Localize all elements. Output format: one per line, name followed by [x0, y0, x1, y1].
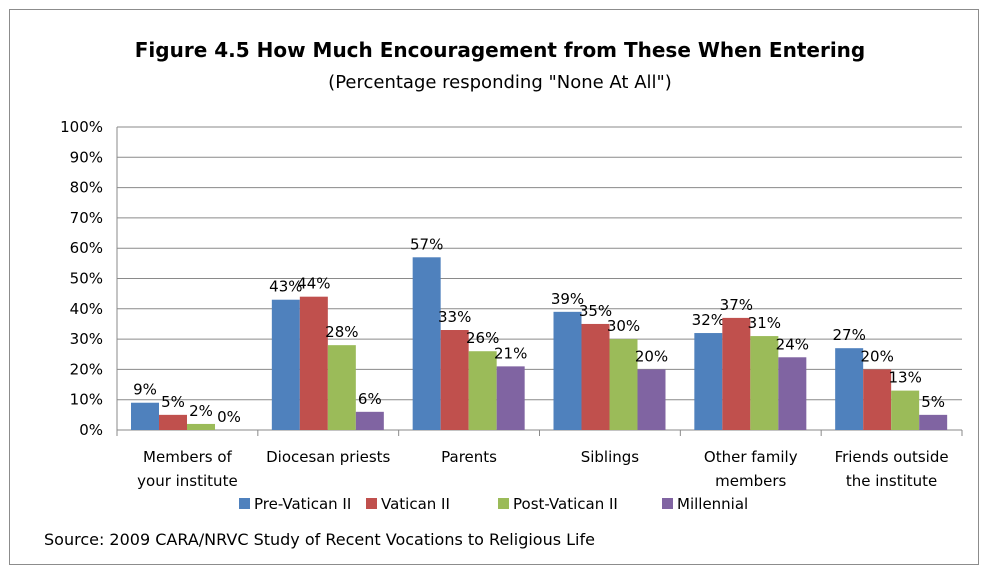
category-label: Siblings	[581, 448, 640, 466]
data-label: 5%	[161, 393, 185, 411]
bar	[553, 311, 582, 430]
bar	[750, 336, 779, 430]
legend-label: Pre-Vatican II	[254, 495, 351, 513]
category-label: Diocesan priests	[266, 448, 390, 466]
legend-swatch	[366, 498, 377, 509]
y-tick-label: 70%	[70, 209, 103, 227]
legend-label: Millennial	[677, 495, 748, 513]
y-tick-label: 100%	[60, 118, 103, 136]
bar	[891, 390, 920, 430]
category-label: Parents	[441, 448, 497, 466]
bar	[187, 423, 215, 430]
bar	[355, 411, 384, 430]
bar	[863, 369, 892, 430]
y-tick-label: 40%	[70, 300, 103, 318]
bar	[835, 348, 864, 430]
bar	[131, 402, 159, 430]
bar	[778, 357, 807, 430]
y-tick-label: 30%	[70, 330, 103, 348]
category-label: Other family	[704, 448, 798, 466]
data-label: 21%	[494, 344, 527, 362]
data-label: 43%	[269, 278, 302, 296]
bar	[412, 257, 441, 430]
bar	[919, 414, 948, 430]
bar	[694, 333, 723, 430]
bar	[722, 317, 751, 430]
data-label: 13%	[888, 369, 921, 387]
y-tick-label: 0%	[79, 421, 103, 439]
data-label: 35%	[579, 302, 612, 320]
legend-swatch	[662, 498, 673, 509]
data-label: 57%	[410, 235, 443, 253]
data-label: 33%	[438, 308, 471, 326]
category-label: Friends outside	[835, 448, 949, 466]
data-label: 0%	[217, 408, 241, 426]
data-label: 32%	[692, 311, 725, 329]
legend-swatch	[239, 498, 250, 509]
bar	[637, 369, 666, 430]
data-label: 39%	[551, 290, 584, 308]
category-label: Members of	[143, 448, 232, 466]
bar	[496, 366, 525, 430]
data-label: 2%	[189, 402, 213, 420]
data-label: 20%	[635, 347, 668, 365]
bar	[327, 345, 356, 430]
legend-label: Post-Vatican II	[513, 495, 618, 513]
y-tick-label: 50%	[70, 270, 103, 288]
source-note: Source: 2009 CARA/NRVC Study of Recent V…	[44, 530, 595, 549]
data-label: 44%	[297, 275, 330, 293]
bar	[159, 414, 187, 430]
category-label: your institute	[137, 472, 238, 490]
y-tick-label: 20%	[70, 360, 103, 378]
data-label: 27%	[832, 326, 865, 344]
data-label: 28%	[325, 323, 358, 341]
data-label: 26%	[466, 329, 499, 347]
bar	[468, 351, 497, 430]
category-label: the institute	[846, 472, 937, 490]
data-label: 24%	[776, 335, 809, 353]
legend-label: Vatican II	[381, 495, 450, 513]
data-label: 9%	[133, 381, 157, 399]
data-label: 30%	[607, 317, 640, 335]
y-tick-label: 60%	[70, 239, 103, 257]
bar	[271, 299, 300, 430]
data-label: 6%	[358, 390, 382, 408]
data-label: 20%	[860, 347, 893, 365]
chart-subtitle: (Percentage responding "None At All")	[328, 72, 672, 93]
legend-swatch	[498, 498, 509, 509]
y-tick-label: 80%	[70, 179, 103, 197]
y-tick-label: 10%	[70, 391, 103, 409]
bar	[581, 323, 610, 430]
bar	[609, 339, 638, 430]
chart-frame	[9, 9, 979, 565]
data-label: 5%	[921, 393, 945, 411]
bar	[440, 330, 469, 430]
bar	[299, 296, 328, 430]
chart-title: Figure 4.5 How Much Encouragement from T…	[134, 38, 866, 62]
category-label: members	[715, 472, 786, 490]
data-label: 37%	[720, 296, 753, 314]
data-label: 31%	[748, 314, 781, 332]
y-tick-label: 90%	[70, 148, 103, 166]
